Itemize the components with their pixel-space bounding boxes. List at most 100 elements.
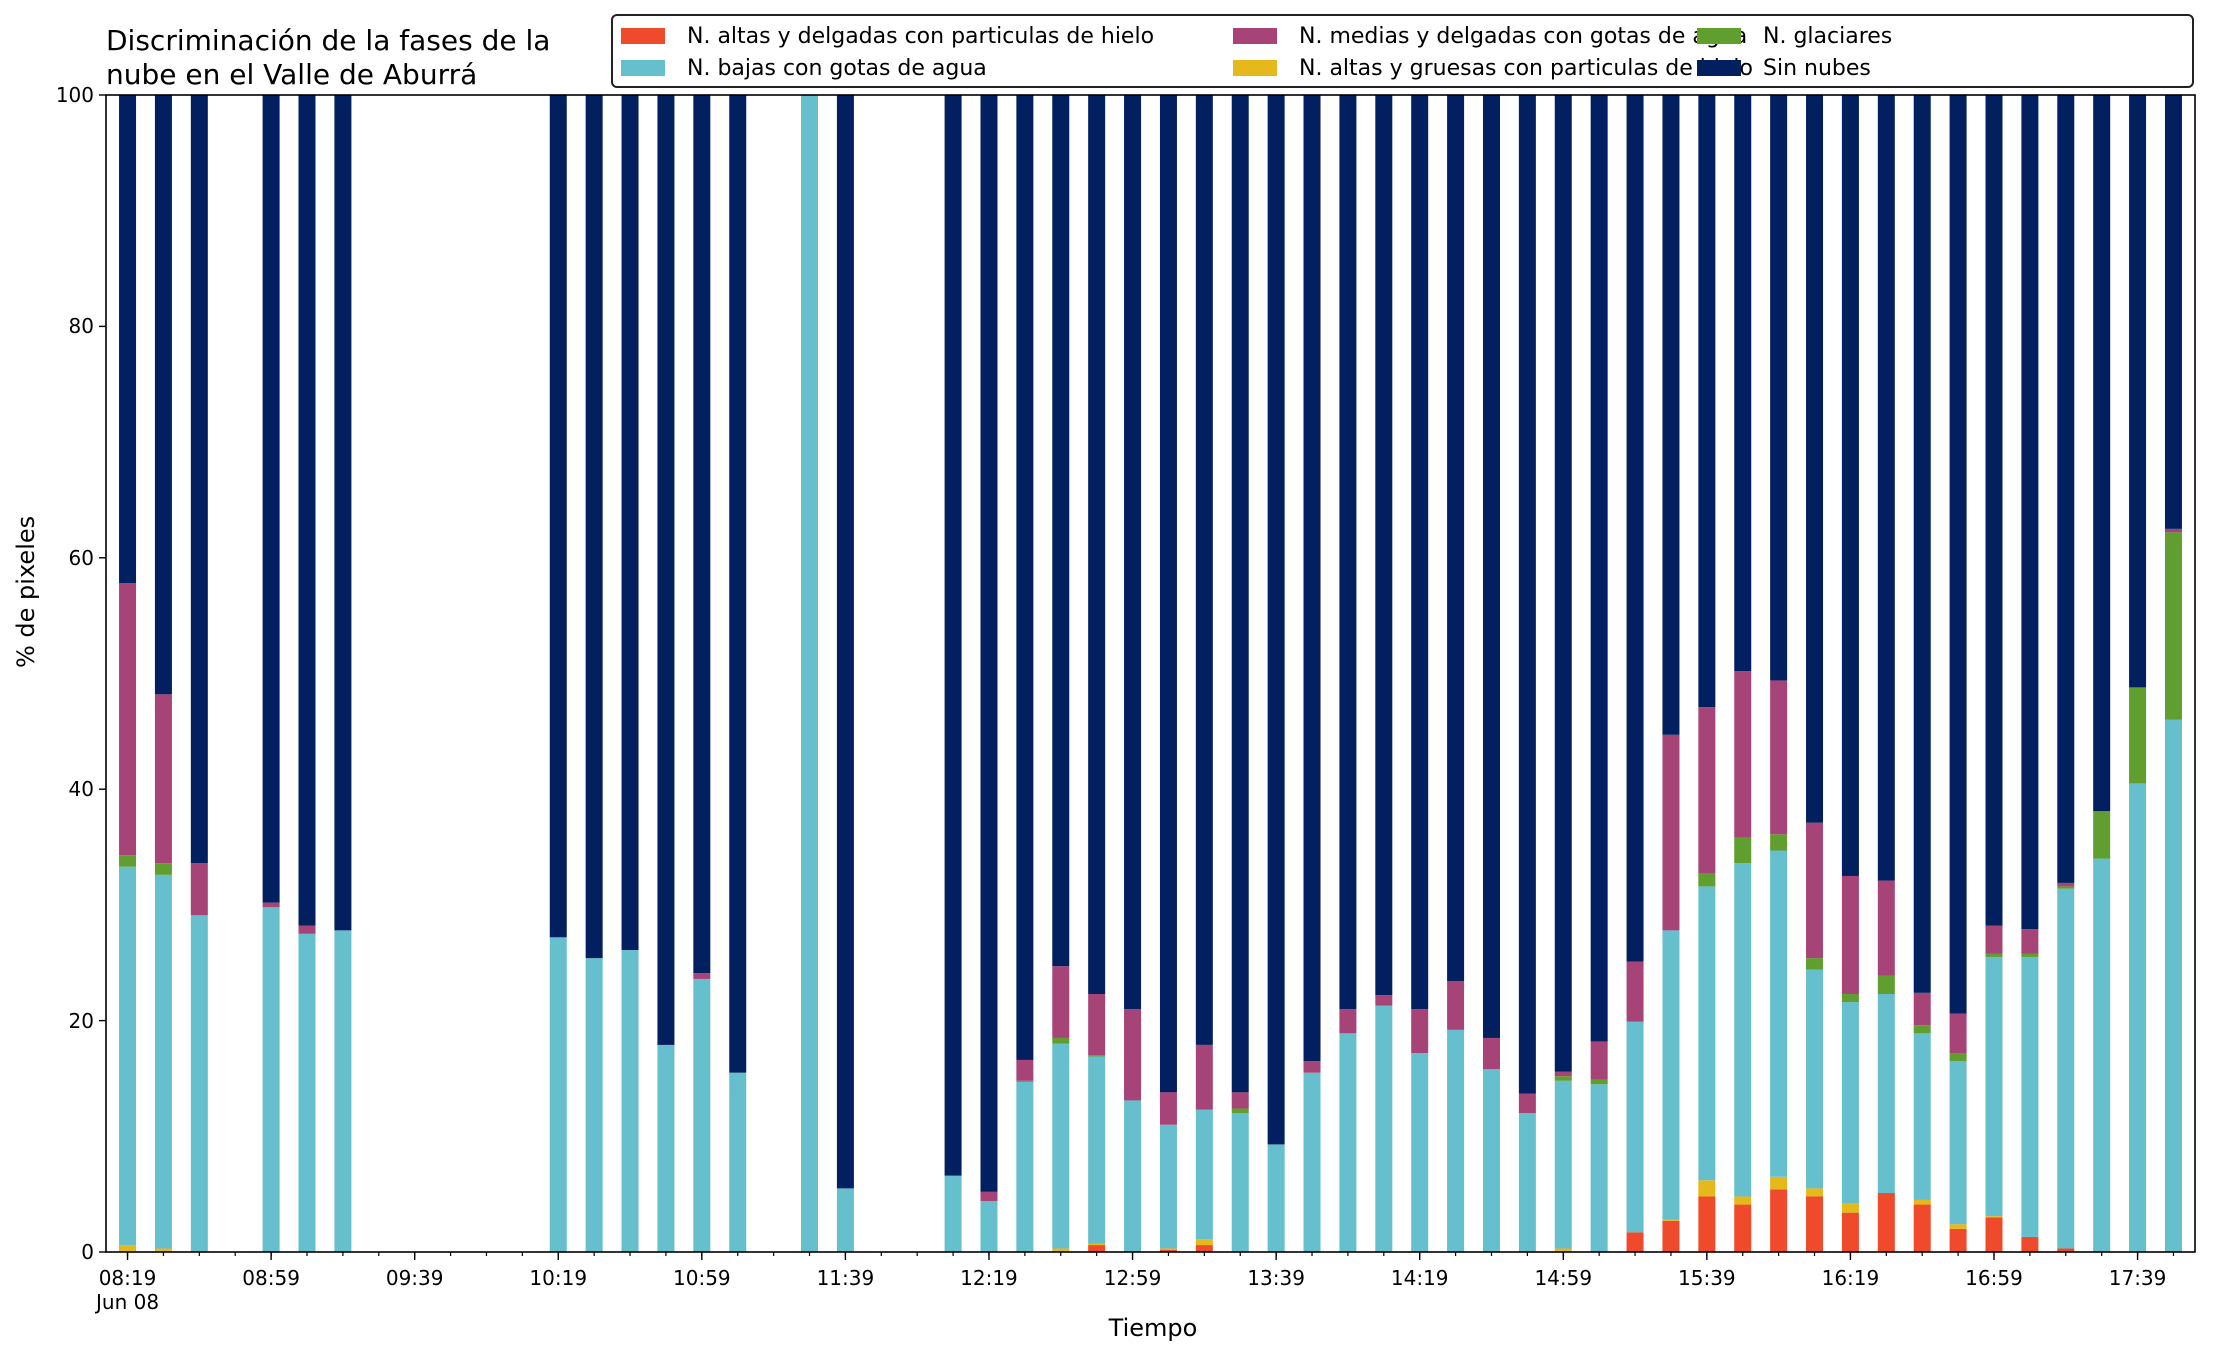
- bar-segment-sin-nubes: [2021, 95, 2039, 930]
- bar-segment-sin-nubes: [298, 95, 316, 926]
- bar-segment-glaciares: [1841, 993, 1859, 1003]
- bar-segment-glaciares: [1985, 953, 2003, 957]
- x-tick-label: 08:59: [242, 1266, 300, 1290]
- plot-frame: [105, 94, 2196, 1253]
- bar-segment-sin-nubes: [1411, 95, 1429, 1010]
- bar-segment-medias-delgadas-agua: [2057, 882, 2075, 887]
- bar-segment-medias-delgadas-agua: [1877, 880, 1895, 976]
- bar-segment-sin-nubes: [1195, 95, 1213, 1045]
- legend-item-sin-nubes: Sin nubes: [1697, 51, 1871, 85]
- bar-segment-bajas-agua: [585, 958, 603, 1252]
- bar-segment-bajas-agua: [980, 1201, 998, 1252]
- bar-segment-bajas-agua: [1949, 1061, 1967, 1225]
- bar-segment-bajas-agua: [549, 937, 567, 1252]
- bar-segment-bajas-agua: [2164, 719, 2182, 1252]
- bar-segment-medias-delgadas-agua: [2164, 528, 2182, 533]
- bar-segment-altas-delgadas-hielo: [1698, 1196, 1716, 1252]
- bar-segment-medias-delgadas-agua: [1662, 734, 1680, 931]
- bar-segment-sin-nubes: [1447, 95, 1465, 982]
- y-tick-label: 100: [55, 83, 94, 107]
- bar-segment-sin-nubes: [980, 95, 998, 1192]
- bar-segment-bajas-agua: [262, 907, 280, 1252]
- bar-segment-altas-delgadas-hielo: [1985, 1217, 2003, 1252]
- bar-segment-sin-nubes: [1698, 95, 1716, 708]
- bar-segment-glaciares: [119, 855, 137, 867]
- bar-segment-bajas-agua: [1734, 863, 1752, 1197]
- bar-segment-bajas-agua: [1052, 1043, 1070, 1249]
- bar-segment-glaciares: [2164, 532, 2182, 720]
- bar-segment-sin-nubes: [549, 95, 567, 938]
- bar-segment-altas-gruesas-hielo: [1841, 1203, 1859, 1213]
- x-tick-label: 12:19: [960, 1266, 1018, 1290]
- bar-segment-bajas-agua: [1375, 1005, 1393, 1252]
- bar-segment-altas-delgadas-hielo: [1088, 1245, 1106, 1252]
- bar-segment-medias-delgadas-agua: [1554, 1071, 1572, 1077]
- bar-segment-altas-gruesas-hielo: [1734, 1196, 1752, 1205]
- bar-segment-bajas-agua: [1626, 1021, 1644, 1233]
- bar-segment-medias-delgadas-agua: [1339, 1009, 1357, 1034]
- bar-segment-bajas-agua: [119, 866, 137, 1246]
- bar-segment-altas-delgadas-hielo: [1662, 1220, 1680, 1252]
- bar-segment-bajas-agua: [1482, 1069, 1500, 1252]
- legend-item-bajas-agua: N. bajas con gotas de agua: [621, 51, 987, 85]
- bar-segment-medias-delgadas-agua: [298, 925, 316, 934]
- bar-segment-medias-delgadas-agua: [1088, 993, 1106, 1056]
- bar-segment-medias-delgadas-agua: [1052, 966, 1070, 1038]
- bar-segment-bajas-agua: [729, 1072, 747, 1252]
- bar-segment-glaciares: [1088, 1055, 1106, 1057]
- bar-segment-altas-gruesas-hielo: [1770, 1176, 1788, 1190]
- legend-item-medias-delgadas-agua: N. medias y delgadas con gotas de agua: [1233, 19, 1747, 53]
- y-tick-label: 40: [68, 777, 94, 802]
- bar-segment-glaciares: [1949, 1053, 1967, 1062]
- bar-segment-medias-delgadas-agua: [1841, 875, 1859, 994]
- bar-segment-altas-delgadas-hielo: [1626, 1232, 1644, 1252]
- x-tick-label: 13:39: [1247, 1266, 1305, 1290]
- x-tick-label: 17:39: [2108, 1266, 2167, 1290]
- bar-segment-bajas-agua: [2057, 888, 2075, 1249]
- bar-segment-sin-nubes: [1124, 95, 1142, 1010]
- bar-segment-sin-nubes: [1052, 95, 1070, 967]
- bar-segment-sin-nubes: [1806, 95, 1824, 823]
- bar-segment-medias-delgadas-agua: [2021, 929, 2039, 954]
- bar-segment-bajas-agua: [1554, 1080, 1572, 1249]
- bar-segment-altas-delgadas-hielo: [1806, 1196, 1824, 1252]
- bar-segment-sin-nubes: [1626, 95, 1644, 962]
- bar-segment-sin-nubes: [729, 95, 747, 1073]
- bar-segment-sin-nubes: [262, 95, 280, 903]
- bar-segment-sin-nubes: [693, 95, 711, 974]
- bar-segment-sin-nubes: [2129, 95, 2147, 688]
- bar-segment-altas-delgadas-hielo: [1770, 1189, 1788, 1252]
- bar-segment-glaciares: [1052, 1037, 1070, 1044]
- bar-segment-sin-nubes: [2093, 95, 2111, 812]
- bar-segment-glaciares: [2021, 953, 2039, 957]
- bar-segment-glaciares: [1877, 975, 1895, 994]
- bar-segment-bajas-agua: [1447, 1029, 1465, 1252]
- legend-swatch: [1233, 60, 1277, 76]
- bar-segment-bajas-agua: [1841, 1002, 1859, 1204]
- bar-segment-sin-nubes: [1985, 95, 2003, 926]
- bar-segment-sin-nubes: [585, 95, 603, 959]
- bar-segment-sin-nubes: [2057, 95, 2075, 883]
- bar-segment-medias-delgadas-agua: [1806, 822, 1824, 959]
- bar-segment-altas-delgadas-hielo: [1841, 1212, 1859, 1252]
- bar-segment-medias-delgadas-agua: [1159, 1092, 1177, 1125]
- bar-segment-sin-nubes: [154, 95, 172, 695]
- bar-segment-bajas-agua: [1339, 1033, 1357, 1252]
- bar-segment-sin-nubes: [1375, 95, 1393, 996]
- bar-segment-altas-gruesas-hielo: [1913, 1199, 1931, 1205]
- bar-segment-bajas-agua: [1231, 1113, 1249, 1252]
- bar-segment-sin-nubes: [119, 95, 137, 584]
- bar-segment-bajas-agua: [2129, 783, 2147, 1252]
- bar-segment-glaciares: [1734, 837, 1752, 864]
- bar-segment-bajas-agua: [334, 930, 352, 1252]
- legend-swatch: [621, 60, 665, 76]
- bar-segment-glaciares: [2093, 811, 2111, 859]
- bar-segment-medias-delgadas-agua: [1518, 1093, 1536, 1114]
- bar-segment-bajas-agua: [1590, 1084, 1608, 1252]
- bar-segment-altas-delgadas-hielo: [1877, 1192, 1895, 1252]
- x-tick-label: 14:19: [1390, 1266, 1449, 1290]
- bar-segment-glaciares: [154, 863, 172, 875]
- bar-segment-altas-delgadas-hielo: [1949, 1228, 1967, 1252]
- chart-legend: N. altas y delgadas con particulas de hi…: [611, 14, 2194, 88]
